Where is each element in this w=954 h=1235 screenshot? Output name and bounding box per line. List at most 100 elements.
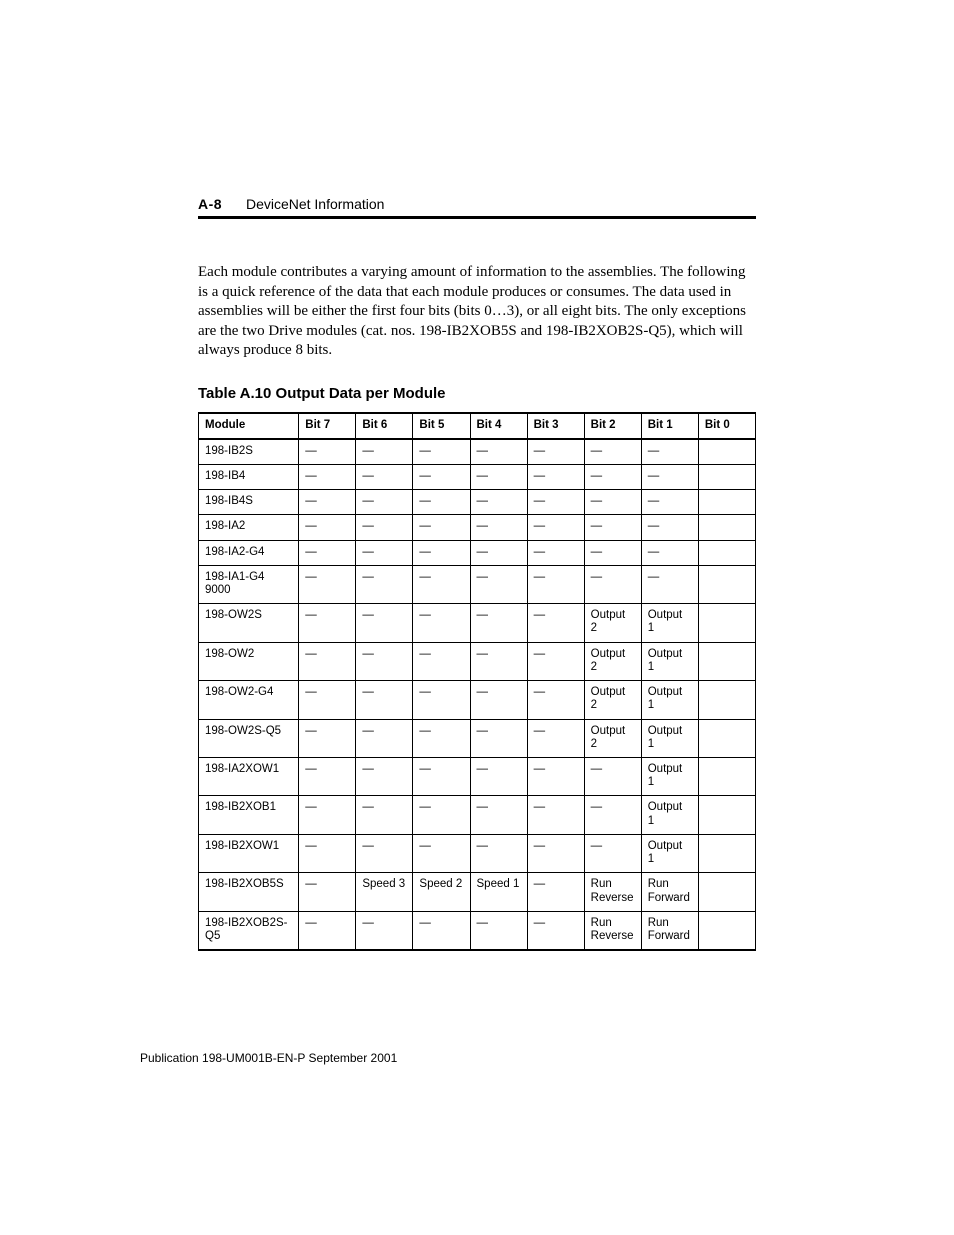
page-number: A-8 bbox=[198, 196, 222, 212]
cell-bit bbox=[698, 758, 755, 796]
cell-bit: — bbox=[470, 490, 527, 515]
cell-bit: Output 1 bbox=[641, 719, 698, 757]
cell-bit: Output 1 bbox=[641, 681, 698, 719]
col-header-bit1: Bit 1 bbox=[641, 413, 698, 439]
cell-bit: — bbox=[584, 565, 641, 603]
cell-bit: — bbox=[299, 758, 356, 796]
cell-module: 198-IB2XOB2S-Q5 bbox=[199, 911, 299, 950]
cell-bit: Run Reverse bbox=[584, 911, 641, 950]
table-row: 198-IB4——————— bbox=[199, 464, 756, 489]
table-row: 198-IB2XOB2S-Q5—————Run ReverseRun Forwa… bbox=[199, 911, 756, 950]
cell-bit: — bbox=[527, 604, 584, 642]
cell-bit: — bbox=[527, 873, 584, 911]
table-row: 198-OW2S—————Output 2Output 1 bbox=[199, 604, 756, 642]
header-line: A-8 DeviceNet Information bbox=[198, 196, 756, 212]
col-header-bit5: Bit 5 bbox=[413, 413, 470, 439]
cell-module: 198-IB4S bbox=[199, 490, 299, 515]
cell-bit: Output 1 bbox=[641, 642, 698, 680]
col-header-bit3: Bit 3 bbox=[527, 413, 584, 439]
cell-bit: — bbox=[527, 796, 584, 834]
cell-bit: — bbox=[413, 834, 470, 872]
col-header-bit7: Bit 7 bbox=[299, 413, 356, 439]
cell-bit: — bbox=[527, 642, 584, 680]
cell-bit: — bbox=[584, 464, 641, 489]
table-row: 198-IB2S——————— bbox=[199, 439, 756, 465]
cell-bit: — bbox=[299, 464, 356, 489]
cell-bit: — bbox=[299, 490, 356, 515]
cell-bit: — bbox=[299, 565, 356, 603]
cell-bit: Output 2 bbox=[584, 604, 641, 642]
cell-module: 198-OW2S-Q5 bbox=[199, 719, 299, 757]
cell-bit: — bbox=[527, 490, 584, 515]
cell-bit bbox=[698, 490, 755, 515]
output-data-table: Module Bit 7 Bit 6 Bit 5 Bit 4 Bit 3 Bit… bbox=[198, 412, 756, 952]
cell-bit: — bbox=[584, 834, 641, 872]
cell-bit: — bbox=[527, 681, 584, 719]
cell-bit: Run Forward bbox=[641, 911, 698, 950]
cell-bit: — bbox=[470, 719, 527, 757]
cell-bit: — bbox=[413, 719, 470, 757]
cell-bit bbox=[698, 565, 755, 603]
cell-module: 198-OW2S bbox=[199, 604, 299, 642]
cell-bit bbox=[698, 439, 755, 465]
cell-module: 198-IB2XOB1 bbox=[199, 796, 299, 834]
table-row: 198-IB4S——————— bbox=[199, 490, 756, 515]
publication-footer: Publication 198-UM001B-EN-P September 20… bbox=[140, 1051, 397, 1065]
cell-bit bbox=[698, 911, 755, 950]
cell-bit: — bbox=[527, 758, 584, 796]
cell-bit: — bbox=[470, 515, 527, 540]
table-row: 198-IA2——————— bbox=[199, 515, 756, 540]
cell-bit: — bbox=[413, 758, 470, 796]
cell-bit: — bbox=[299, 681, 356, 719]
cell-bit: — bbox=[356, 515, 413, 540]
cell-module: 198-IA1-G4 9000 bbox=[199, 565, 299, 603]
cell-bit bbox=[698, 515, 755, 540]
cell-bit: — bbox=[299, 642, 356, 680]
page-container: A-8 DeviceNet Information Each module co… bbox=[0, 0, 954, 1235]
cell-bit: — bbox=[356, 719, 413, 757]
cell-bit: — bbox=[299, 540, 356, 565]
cell-bit: Speed 2 bbox=[413, 873, 470, 911]
cell-bit: — bbox=[413, 604, 470, 642]
cell-bit: — bbox=[299, 873, 356, 911]
table-row: 198-IA2-G4——————— bbox=[199, 540, 756, 565]
cell-module: 198-OW2 bbox=[199, 642, 299, 680]
cell-module: 198-IB2XOW1 bbox=[199, 834, 299, 872]
cell-module: 198-OW2-G4 bbox=[199, 681, 299, 719]
cell-bit: — bbox=[470, 439, 527, 465]
cell-bit: Output 1 bbox=[641, 604, 698, 642]
cell-bit: — bbox=[641, 515, 698, 540]
cell-bit: Run Forward bbox=[641, 873, 698, 911]
cell-bit: — bbox=[584, 758, 641, 796]
cell-bit: Speed 3 bbox=[356, 873, 413, 911]
cell-bit: — bbox=[470, 681, 527, 719]
cell-bit: — bbox=[641, 490, 698, 515]
cell-bit: Run Reverse bbox=[584, 873, 641, 911]
cell-bit: — bbox=[641, 565, 698, 603]
cell-bit: Speed 1 bbox=[470, 873, 527, 911]
cell-bit bbox=[698, 642, 755, 680]
cell-bit: — bbox=[413, 515, 470, 540]
cell-bit: — bbox=[356, 642, 413, 680]
cell-bit: — bbox=[356, 604, 413, 642]
cell-bit: Output 1 bbox=[641, 796, 698, 834]
cell-bit: — bbox=[527, 719, 584, 757]
cell-module: 198-IB2XOB5S bbox=[199, 873, 299, 911]
table-title: Table A.10 Output Data per Module bbox=[198, 385, 756, 402]
cell-bit: — bbox=[527, 464, 584, 489]
cell-bit: — bbox=[470, 796, 527, 834]
table-row: 198-IB2XOB1——————Output 1 bbox=[199, 796, 756, 834]
table-row: 198-OW2S-Q5—————Output 2Output 1 bbox=[199, 719, 756, 757]
cell-bit: — bbox=[356, 911, 413, 950]
cell-bit: — bbox=[527, 540, 584, 565]
cell-bit: — bbox=[356, 464, 413, 489]
table-row: 198-OW2—————Output 2Output 1 bbox=[199, 642, 756, 680]
cell-bit: Output 2 bbox=[584, 681, 641, 719]
cell-bit: — bbox=[413, 796, 470, 834]
col-header-bit4: Bit 4 bbox=[470, 413, 527, 439]
cell-bit bbox=[698, 719, 755, 757]
table-row: 198-IA1-G4 9000——————— bbox=[199, 565, 756, 603]
cell-bit: — bbox=[584, 796, 641, 834]
cell-bit: — bbox=[299, 796, 356, 834]
table-row: 198-IB2XOW1——————Output 1 bbox=[199, 834, 756, 872]
